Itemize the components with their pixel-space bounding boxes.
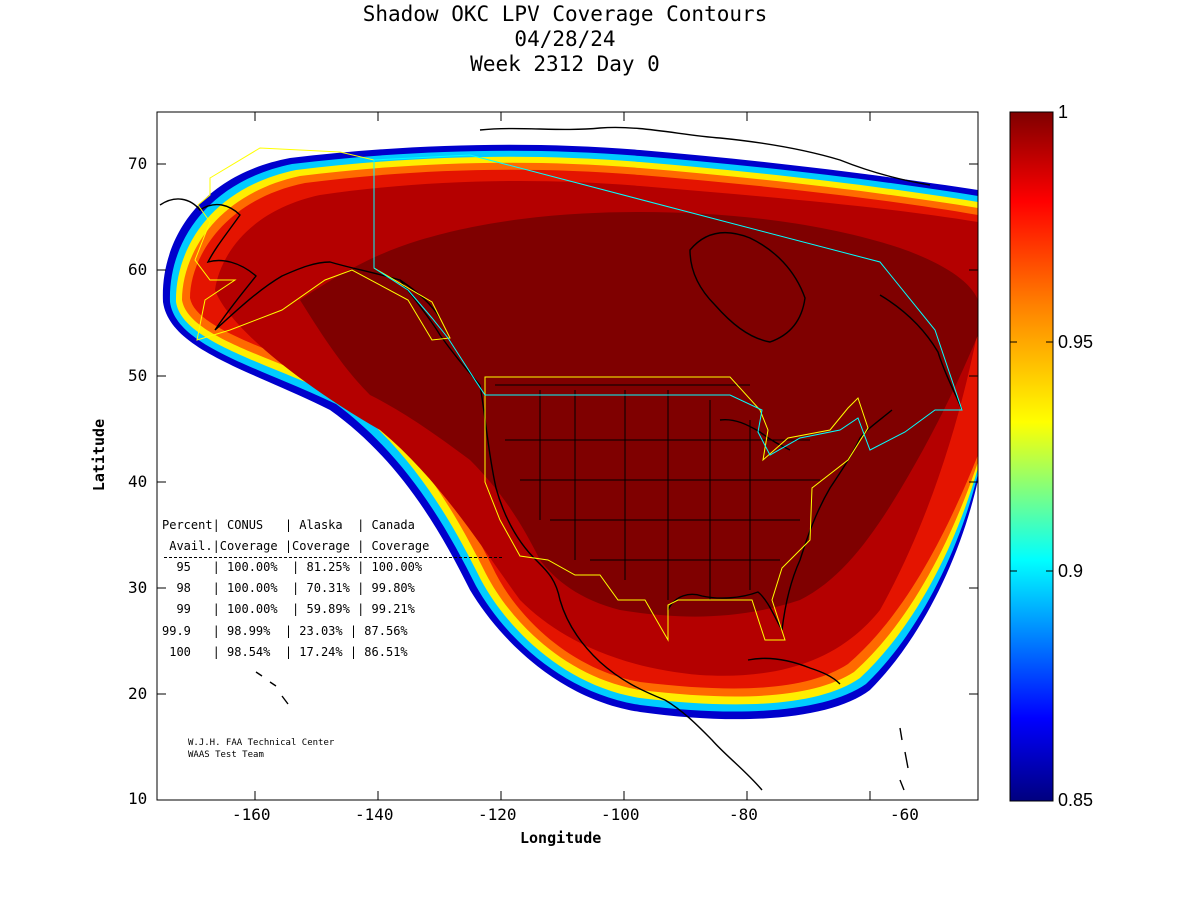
y-tick-label: 30 xyxy=(128,578,148,597)
y-axis-label: Latitude xyxy=(90,418,109,492)
gulf-coast xyxy=(667,591,783,631)
y-tick-label: 50 xyxy=(128,366,148,385)
credit-line-1: W.J.H. FAA Technical Center xyxy=(188,738,335,748)
hawaii xyxy=(255,671,289,705)
plot-week-day: Week 2312 Day 0 xyxy=(470,52,660,76)
coastlines xyxy=(159,126,963,791)
colorbar-tick-label: 0.9 xyxy=(1058,561,1084,581)
x-tick-label: -60 xyxy=(890,805,919,824)
plot-frame xyxy=(156,111,979,801)
x-tick-label: -100 xyxy=(601,805,640,824)
y-tick-label: 10 xyxy=(128,789,148,808)
alaska-coast xyxy=(159,198,441,331)
y-tick-label: 20 xyxy=(128,684,148,703)
caribbean-islands xyxy=(899,727,909,791)
conus-boundary xyxy=(484,376,869,642)
coverage-band-max xyxy=(300,212,978,617)
colorbar-tick-label: 0.95 xyxy=(1058,332,1094,352)
stats-row: 99.9 | 98.99% | 23.03% | 87.56% xyxy=(162,624,408,638)
x-tick-label: -160 xyxy=(232,805,271,824)
colorbar xyxy=(1009,111,1054,802)
y-tick-label: 70 xyxy=(128,154,148,173)
x-tick-label: -80 xyxy=(729,805,758,824)
service-boundaries xyxy=(194,147,963,642)
colorbar-tick-label: 0.85 xyxy=(1058,790,1094,810)
colorbar-ticks xyxy=(1010,341,1053,572)
axis-ticks xyxy=(157,112,978,800)
x-tick-label: -140 xyxy=(355,805,394,824)
stats-header-2: Avail.|Coverage |Coverage | Coverage xyxy=(162,539,430,553)
x-axis-label: Longitude xyxy=(520,829,602,847)
credit-line-2: WAAS Test Team xyxy=(188,750,264,760)
labrador-coast xyxy=(879,294,963,411)
stats-row: 100 | 98.54% | 17.24% | 86.51% xyxy=(162,645,408,659)
colorbar-tick-label: 1 xyxy=(1058,102,1069,122)
x-tick-label: -120 xyxy=(478,805,517,824)
us-west-coast xyxy=(479,384,666,701)
central-america xyxy=(664,699,763,791)
stats-header-1: Percent| CONUS | Alaska | Canada xyxy=(162,518,415,532)
hudson-bay xyxy=(689,231,806,343)
plot-date: 04/28/24 xyxy=(514,27,616,51)
y-tick-label: 40 xyxy=(128,472,148,491)
canada-west-coast xyxy=(399,279,481,386)
canada-boundary xyxy=(373,154,963,456)
stats-row: 95 | 100.00% | 81.25% | 100.00% xyxy=(162,560,423,574)
arctic-islands xyxy=(479,126,931,186)
plot-title: Shadow OKC LPV Coverage Contours xyxy=(362,2,768,26)
y-tick-label: 60 xyxy=(128,260,148,279)
cuba xyxy=(747,657,841,685)
state-borders xyxy=(495,384,820,600)
stats-row: 99 | 100.00% | 59.89% | 99.21% xyxy=(162,602,415,616)
coverage-field xyxy=(162,144,978,720)
stats-row: 98 | 100.00% | 70.31% | 99.80% xyxy=(162,581,415,595)
great-lakes xyxy=(719,418,791,451)
stats-separator xyxy=(164,557,502,558)
